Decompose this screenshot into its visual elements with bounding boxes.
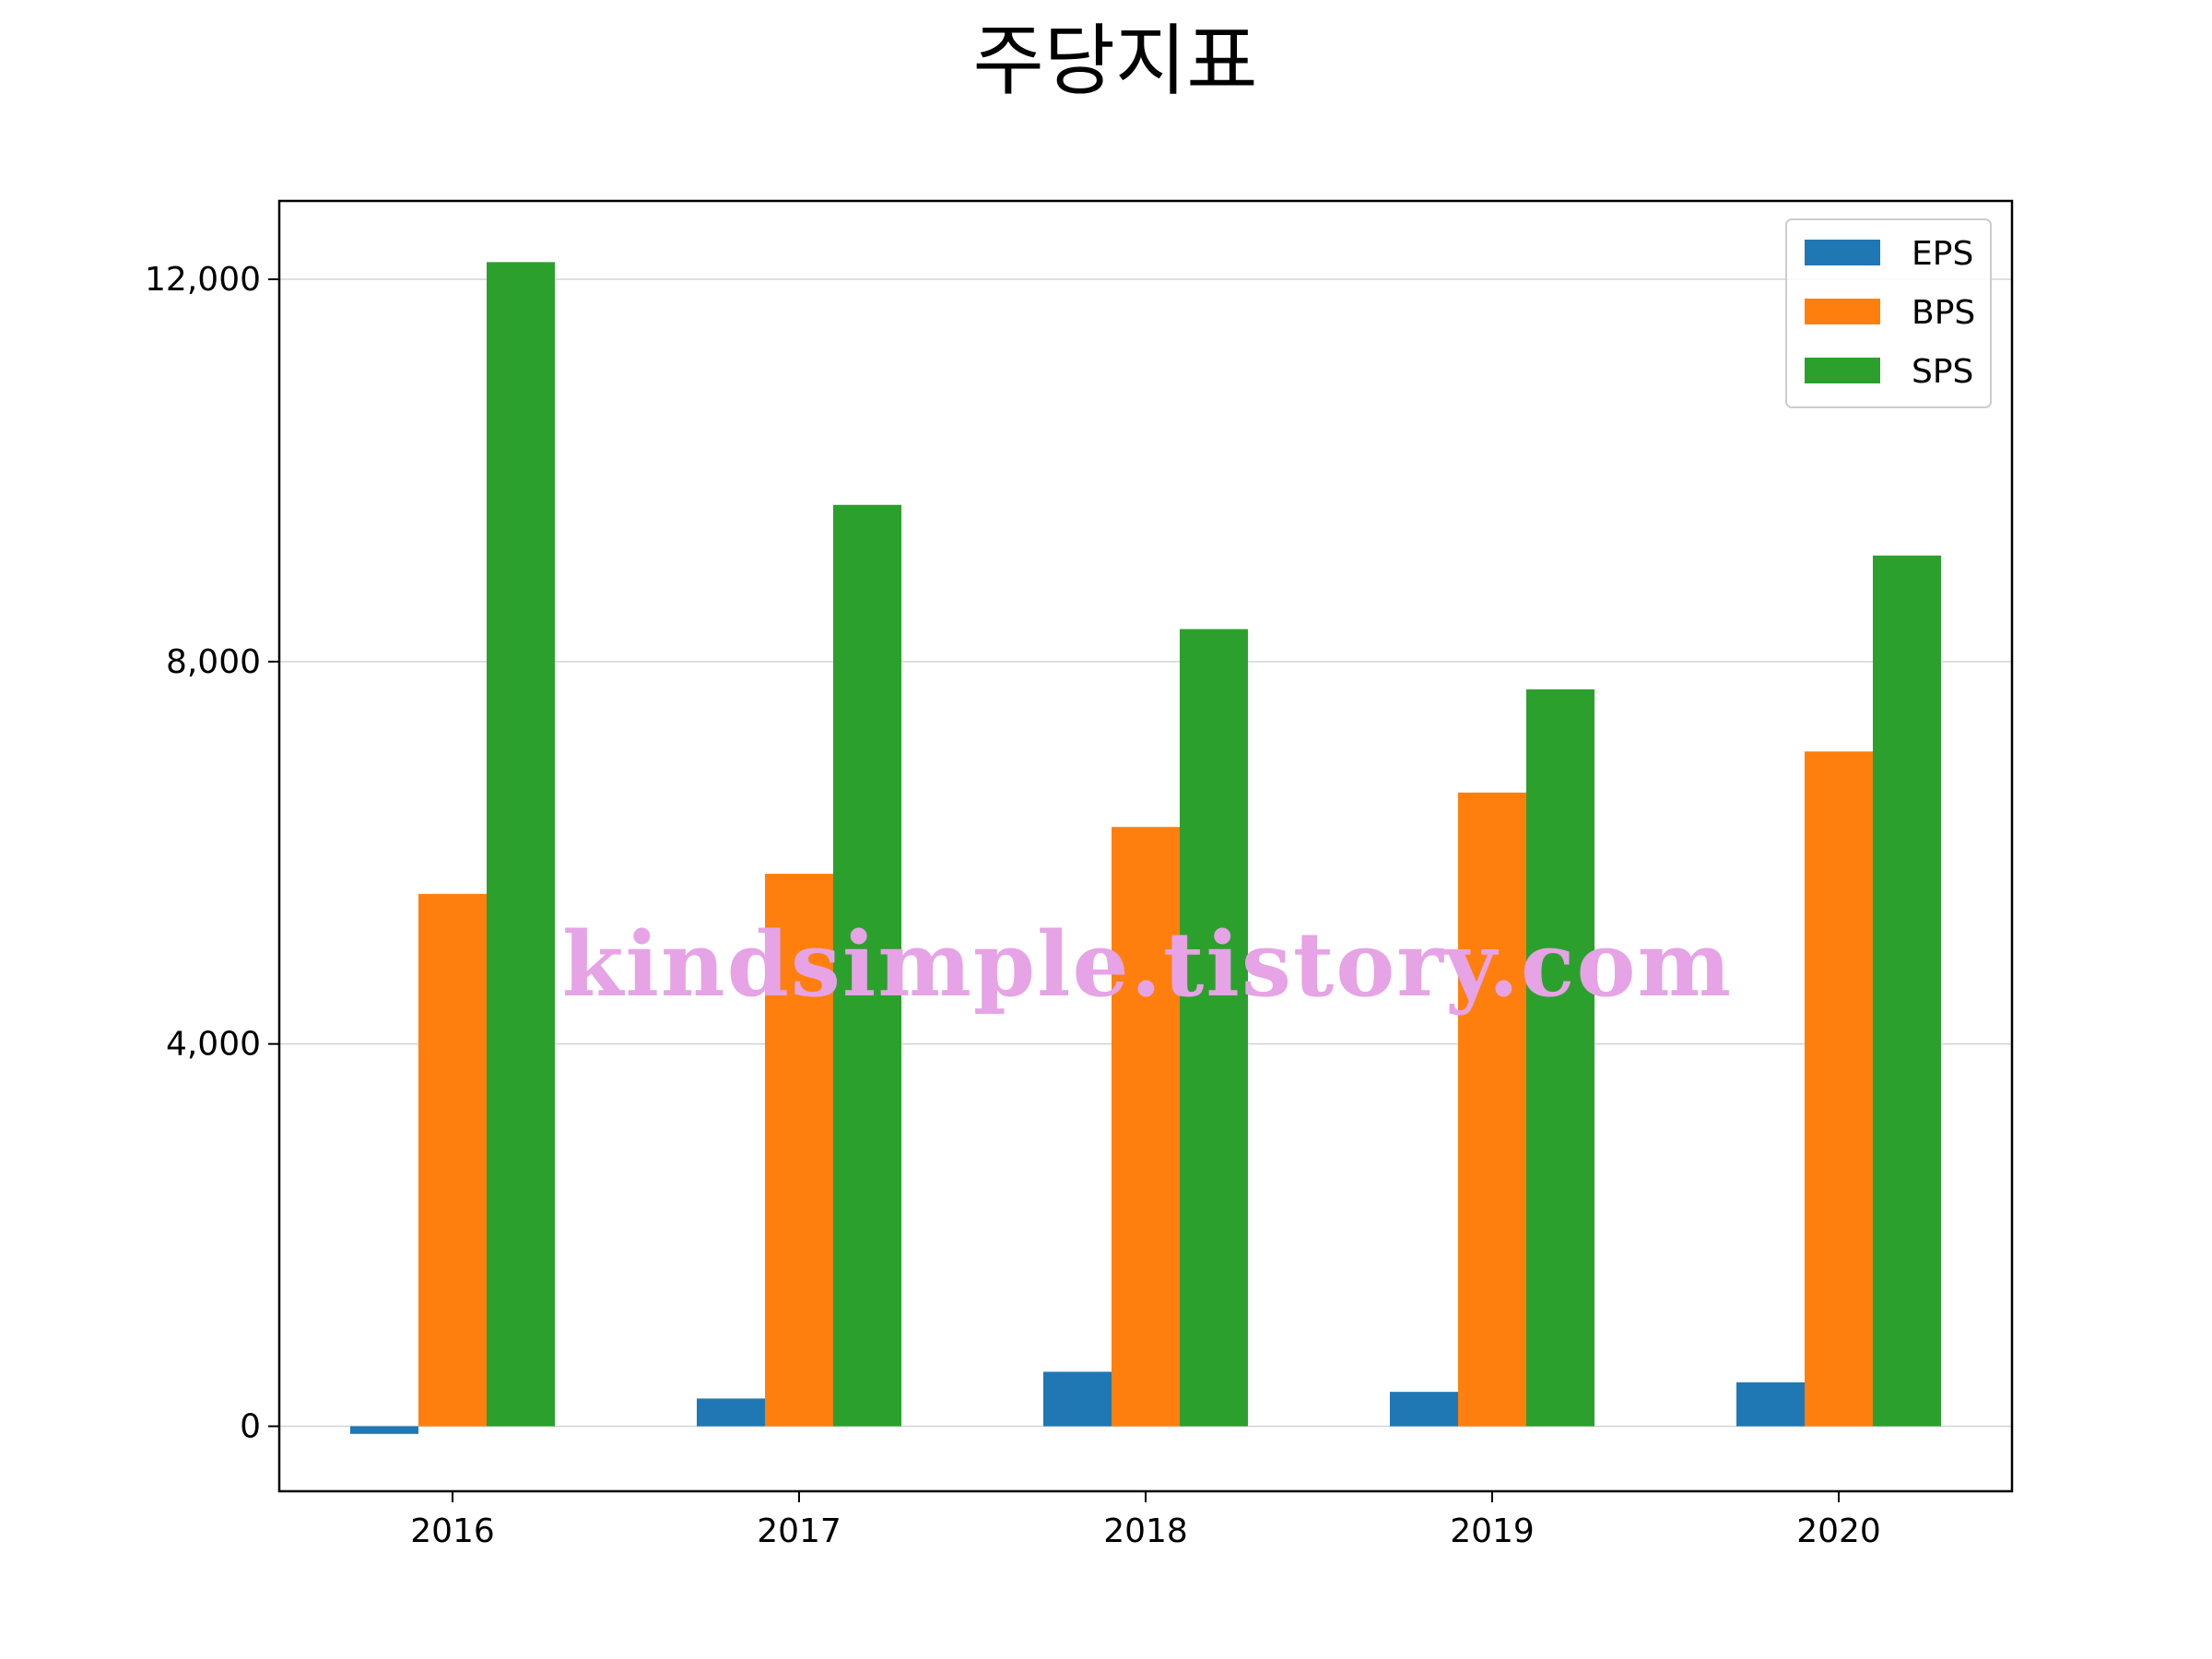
chart-title: 주당지표: [972, 16, 1257, 106]
legend-label-bps: BPS: [1912, 294, 1975, 332]
x-tick-label: 2016: [410, 1512, 495, 1550]
x-tick-label: 2019: [1450, 1512, 1535, 1550]
watermark: kindsimple.tistory.com: [562, 912, 1733, 1017]
bar-eps-2019: [1390, 1392, 1458, 1427]
bar-eps-2018: [1043, 1371, 1112, 1427]
bar-eps-2016: [350, 1426, 418, 1434]
bar-eps-2017: [697, 1398, 765, 1427]
bar-bps-2019: [1458, 792, 1526, 1427]
bar-bps-2020: [1805, 751, 1873, 1427]
bar-eps-2020: [1736, 1382, 1805, 1427]
x-tick-label: 2020: [1796, 1512, 1881, 1550]
bar-sps-2019: [1526, 688, 1594, 1427]
legend-label-eps: EPS: [1912, 235, 1973, 273]
legend: EPS BPS SPS: [1785, 218, 1992, 408]
y-axis: 0 4,000 8,000 12,000: [145, 261, 279, 1445]
y-tick-label: 8,000: [166, 643, 261, 681]
bar-bps-2018: [1112, 827, 1180, 1427]
legend-swatch-sps: [1805, 358, 1880, 383]
x-axis: 2016 2017 2018 2019 2020: [410, 1491, 1881, 1550]
bar-sps-2017: [833, 504, 901, 1427]
legend-label-sps: SPS: [1912, 353, 1973, 391]
bar-bps-2016: [418, 893, 487, 1427]
legend-swatch-eps: [1805, 240, 1880, 265]
legend-swatch-bps: [1805, 299, 1880, 324]
bar-sps-2018: [1180, 629, 1248, 1427]
x-tick-label: 2018: [1103, 1512, 1188, 1550]
y-tick-label: 12,000: [145, 261, 261, 299]
bar-bps-2017: [765, 874, 833, 1427]
x-tick-label: 2017: [757, 1512, 841, 1550]
bar-sps-2020: [1873, 555, 1941, 1427]
bars: [350, 262, 1941, 1434]
bar-sps-2016: [487, 262, 555, 1427]
y-tick-label: 4,000: [166, 1026, 261, 1064]
y-tick-label: 0: [240, 1407, 261, 1445]
